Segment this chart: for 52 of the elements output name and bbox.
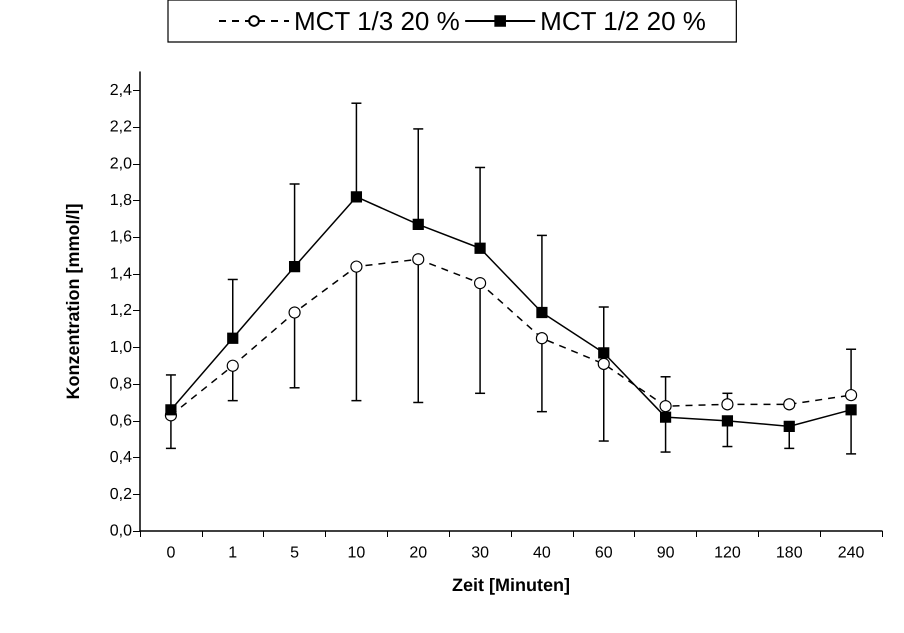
point — [227, 332, 238, 344]
x-tick-label: 30 — [471, 544, 490, 562]
y-tick-label: 0,0 — [110, 522, 132, 540]
point — [474, 277, 486, 290]
point — [350, 191, 362, 202]
point — [659, 400, 672, 412]
x-tick-label: 1 — [228, 544, 238, 562]
x-tick-label: 40 — [533, 544, 551, 562]
y-tick-label: 2,0 — [110, 155, 132, 172]
point — [845, 404, 857, 416]
point — [844, 389, 858, 402]
point — [165, 404, 177, 416]
point — [474, 242, 486, 254]
x-tick-label: 5 — [290, 544, 300, 562]
y-tick-label: 2,4 — [110, 82, 132, 99]
y-tick-label: 1,0 — [110, 338, 132, 356]
point — [660, 412, 672, 423]
x-tick-label: 10 — [348, 544, 366, 562]
y-tick-label: 0,8 — [110, 376, 132, 393]
point — [412, 253, 424, 266]
point — [288, 306, 301, 319]
point — [783, 398, 796, 410]
x-tick-label: 20 — [409, 544, 428, 562]
y-tick-label: 0,6 — [110, 412, 132, 430]
point — [721, 398, 734, 410]
y-tick-label: 1,2 — [110, 302, 132, 320]
x-tick-label: 240 — [838, 544, 865, 562]
point — [784, 420, 795, 432]
point — [598, 347, 610, 359]
point — [722, 415, 734, 426]
point — [536, 332, 548, 344]
y-axis-title: Konzentration [mmol/l] — [63, 204, 83, 400]
point — [598, 358, 610, 370]
legend-label: MCT 1/3 20 % — [294, 6, 460, 36]
point — [288, 261, 300, 272]
y-tick-label: 1,4 — [110, 265, 132, 282]
legend-label: MCT 1/2 20 % — [540, 6, 706, 36]
point — [350, 260, 363, 273]
x-axis-title: Zeit [Minuten] — [452, 575, 570, 595]
x-tick-label: 90 — [656, 544, 675, 562]
x-tick-label: 0 — [166, 544, 176, 562]
x-tick-label: 120 — [714, 544, 741, 562]
y-tick-label: 1,8 — [110, 192, 132, 210]
point — [536, 306, 548, 318]
point — [226, 360, 239, 372]
point — [412, 218, 424, 230]
y-tick-label: 0,2 — [110, 486, 132, 503]
y-tick-label: 0,4 — [110, 449, 132, 466]
y-tick-label: 1,6 — [110, 228, 132, 246]
x-tick-label: 60 — [594, 544, 613, 562]
x-tick-label: 180 — [776, 544, 803, 562]
y-tick-label: 2,2 — [110, 118, 132, 136]
